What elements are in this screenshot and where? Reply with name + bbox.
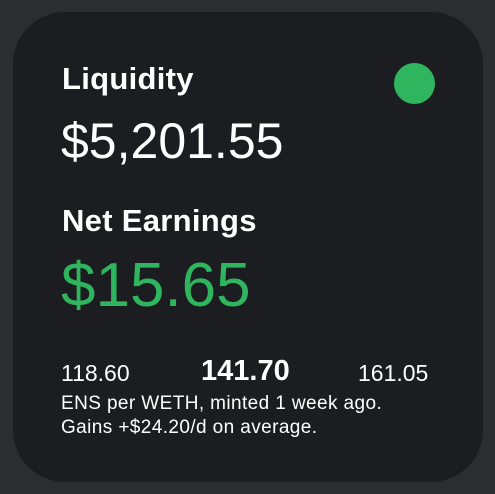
liquidity-widget[interactable]: Liquidity $5,201.55 Net Earnings $15.65 …	[13, 12, 483, 482]
price-range-low: 118.60	[61, 360, 130, 386]
status-indicator-dot	[394, 63, 435, 104]
gains-description: Gains +$24.20/d on average.	[61, 417, 318, 438]
liquidity-value: $5,201.55	[61, 113, 284, 169]
pool-description: ENS per WETH, minted 1 week ago.	[61, 393, 383, 414]
net-earnings-label: Net Earnings	[62, 203, 257, 238]
price-range-high: 161.05	[358, 360, 429, 386]
net-earnings-value: $15.65	[61, 251, 251, 320]
price-range-current: 141.70	[201, 355, 290, 387]
liquidity-label: Liquidity	[62, 61, 194, 96]
